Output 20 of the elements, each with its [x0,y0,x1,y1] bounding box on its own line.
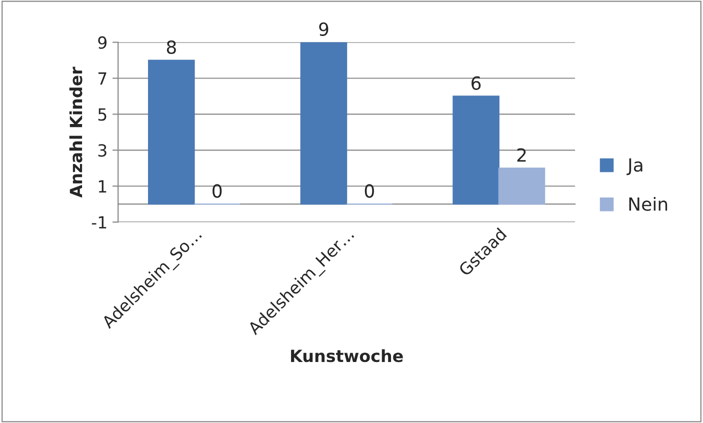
y-tick-label: 3 [98,144,106,157]
y-tick-label: 1 [98,180,106,192]
x-axis-title: Kunstwoche [291,349,403,362]
y-tick-label: 9 [98,36,107,49]
bar [498,168,546,205]
bar [148,60,195,205]
y-axis-title: Anzahl Kinder [69,66,82,198]
data-label: 0 [212,184,222,198]
y-tick-label: -1 [92,216,106,228]
bar [300,42,348,205]
data-label: 8 [166,40,176,54]
y-tick-label: 7 [98,72,106,85]
bar [452,96,500,205]
data-label: 9 [319,22,328,36]
legend-label: Ja [626,158,642,176]
data-label: 2 [517,148,526,162]
data-label: 6 [472,76,481,90]
legend-label: Nein [629,196,668,211]
data-label: 0 [364,184,374,198]
y-tick-label: 5 [98,108,106,121]
